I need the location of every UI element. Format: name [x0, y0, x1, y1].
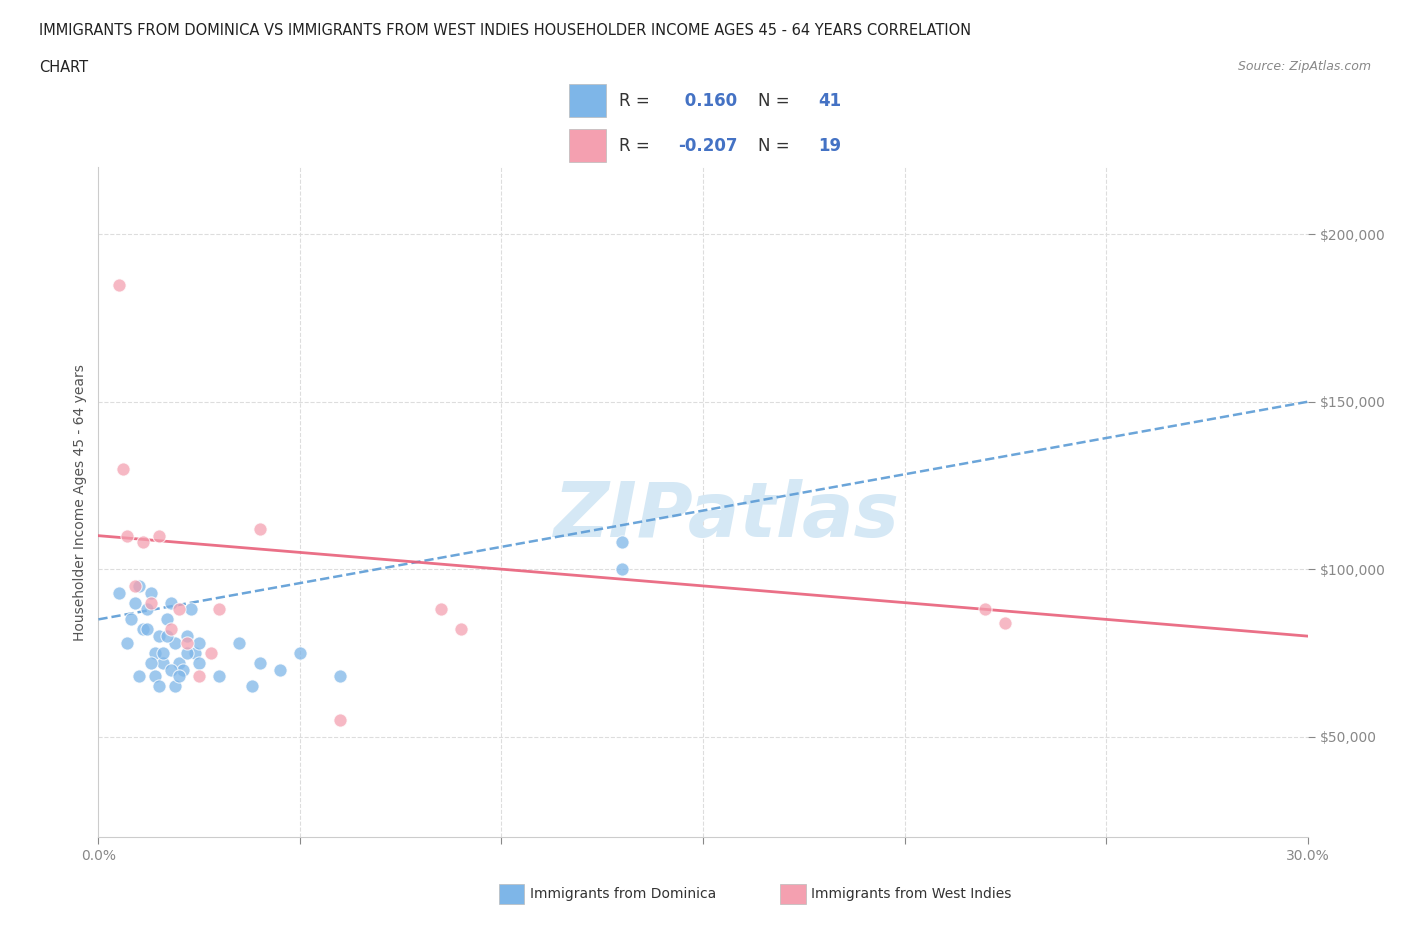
Point: [115, 635, 138, 650]
Point: [176, 645, 198, 660]
Point: [139, 656, 162, 671]
FancyBboxPatch shape: [569, 85, 606, 117]
Point: [128, 578, 150, 593]
Point: [111, 461, 134, 476]
Y-axis label: Householder Income Ages 45 - 64 years: Householder Income Ages 45 - 64 years: [73, 364, 87, 641]
Point: [188, 635, 211, 650]
Point: [167, 602, 190, 617]
Point: [148, 679, 170, 694]
Point: [160, 662, 183, 677]
Point: [288, 645, 311, 660]
Point: [128, 669, 150, 684]
Point: [994, 616, 1017, 631]
Text: 41: 41: [818, 92, 842, 110]
Text: Immigrants from Dominica: Immigrants from Dominica: [530, 886, 716, 901]
FancyBboxPatch shape: [569, 129, 606, 163]
Point: [115, 528, 138, 543]
Text: N =: N =: [758, 137, 794, 154]
Point: [135, 622, 157, 637]
Point: [132, 535, 155, 550]
Text: 19: 19: [818, 137, 842, 154]
Point: [163, 679, 186, 694]
Point: [176, 635, 198, 650]
Text: Source: ZipAtlas.com: Source: ZipAtlas.com: [1237, 60, 1371, 73]
Point: [228, 635, 250, 650]
Point: [167, 656, 190, 671]
Point: [180, 602, 202, 617]
Text: ZIPatlas: ZIPatlas: [554, 479, 900, 552]
Point: [240, 679, 263, 694]
Point: [163, 635, 186, 650]
Point: [107, 277, 129, 292]
Text: R =: R =: [620, 92, 655, 110]
Point: [200, 645, 222, 660]
Point: [160, 622, 183, 637]
Point: [156, 612, 179, 627]
Point: [184, 645, 207, 660]
Point: [124, 578, 146, 593]
Point: [167, 669, 190, 684]
Text: R =: R =: [620, 137, 655, 154]
Point: [132, 622, 155, 637]
Point: [148, 629, 170, 644]
Text: 0.160: 0.160: [679, 92, 737, 110]
Point: [329, 669, 352, 684]
Point: [974, 602, 997, 617]
Point: [160, 595, 183, 610]
Point: [156, 629, 179, 644]
Point: [107, 585, 129, 600]
Point: [329, 712, 352, 727]
Point: [249, 522, 271, 537]
Point: [430, 602, 453, 617]
Point: [176, 629, 198, 644]
Point: [143, 669, 166, 684]
Point: [152, 645, 174, 660]
Point: [208, 669, 231, 684]
Point: [188, 669, 211, 684]
Point: [120, 612, 142, 627]
Point: [172, 662, 194, 677]
Point: [152, 656, 174, 671]
Point: [208, 602, 231, 617]
Point: [612, 562, 634, 577]
Point: [450, 622, 472, 637]
Point: [249, 656, 271, 671]
Point: [148, 528, 170, 543]
Text: N =: N =: [758, 92, 794, 110]
Point: [124, 595, 146, 610]
Point: [139, 595, 162, 610]
Point: [139, 585, 162, 600]
Point: [269, 662, 291, 677]
Text: IMMIGRANTS FROM DOMINICA VS IMMIGRANTS FROM WEST INDIES HOUSEHOLDER INCOME AGES : IMMIGRANTS FROM DOMINICA VS IMMIGRANTS F…: [39, 23, 972, 38]
Text: -0.207: -0.207: [679, 137, 738, 154]
Point: [143, 645, 166, 660]
Text: CHART: CHART: [39, 60, 89, 75]
Point: [612, 535, 634, 550]
Point: [188, 656, 211, 671]
Point: [135, 602, 157, 617]
Text: Immigrants from West Indies: Immigrants from West Indies: [811, 886, 1012, 901]
